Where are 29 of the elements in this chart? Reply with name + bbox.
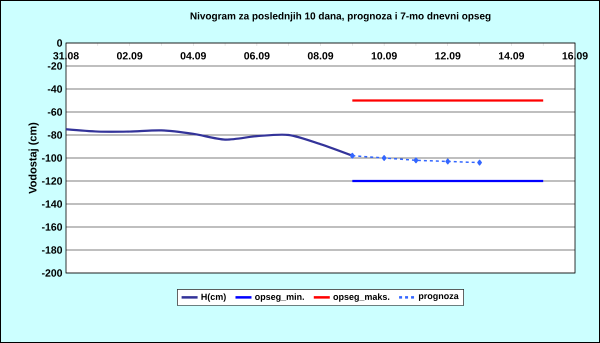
x-tick-label: 14.09 [498,52,524,60]
x-tick-label: 06.09 [244,52,270,60]
y-tick-label: -80 [48,131,62,139]
legend-label: prognoza [418,294,459,301]
y-tick-label: -120 [42,177,62,185]
x-tick-label: 04.09 [180,52,206,60]
point [445,158,450,164]
y-tick-label: -160 [42,223,62,231]
y-tick-label: -200 [42,269,62,277]
y-tick-label: -40 [48,85,62,93]
x-tick-label: 10.09 [372,52,397,60]
legend-label: opseg_min. [255,293,304,302]
point [477,160,482,166]
y-tick-label: -180 [42,246,62,254]
y-tick-label: -100 [42,154,62,162]
chart-title: Nivogram za poslednjih 10 dana, prognoza i 7-mo dnevni opseg [190,12,490,22]
y-tick-label: 0 [57,39,62,47]
point [350,152,355,159]
legend-label: opseg_maks. [333,293,390,302]
legend-label: H(cm) [201,293,226,302]
y-tick-label: -140 [42,200,62,208]
y-tick-label: -60 [48,108,62,116]
y-tick-label: -20 [48,62,62,70]
y-axis-title: Vodostaj (cm) [28,122,39,194]
x-tick-label: 12.09 [435,52,460,60]
x-tick-label: 08.09 [308,52,334,60]
x-tick-label: 02.09 [116,52,142,60]
point [382,155,387,161]
point [414,157,418,164]
